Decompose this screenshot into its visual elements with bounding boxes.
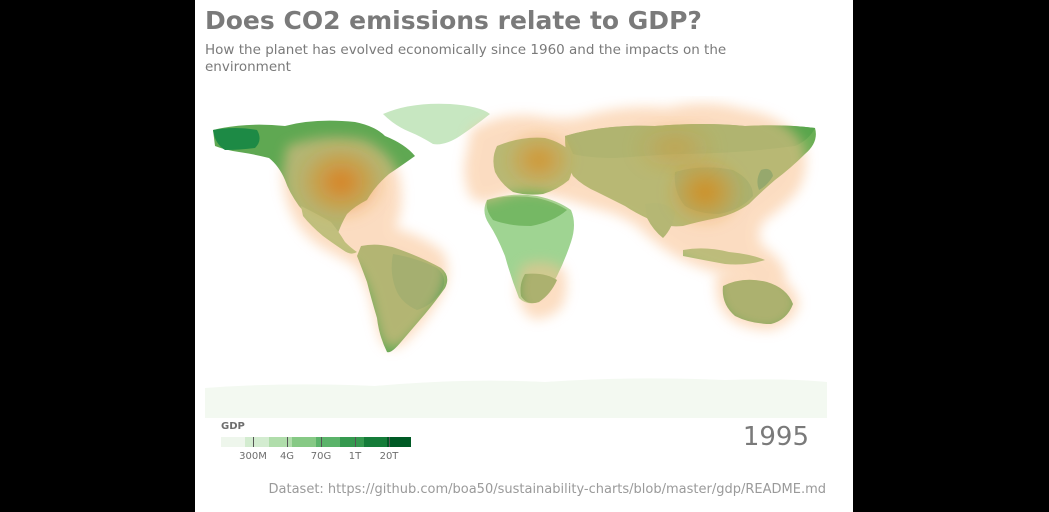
- chart-subtitle: How the planet has evolved economically …: [205, 42, 727, 75]
- legend-color-swatch: [387, 437, 411, 447]
- legend-tick: [389, 437, 390, 447]
- legend-color-swatch: [339, 437, 364, 447]
- legend-label-20t: 20T: [379, 451, 399, 462]
- chart-panel: Does CO2 emissions relate to GDP? How th…: [195, 0, 853, 512]
- legend-color-swatch: [244, 437, 269, 447]
- co2-hotspot-russia: [635, 128, 715, 168]
- co2-hotspot-europe: [503, 130, 575, 190]
- legend-label-70g: 70G: [310, 451, 332, 462]
- gdp-legend: GDP 300M 4G 70G 1T 20T: [221, 421, 421, 465]
- greenland: [383, 103, 490, 145]
- legend-color-swatch: [292, 437, 316, 447]
- north-africa: [486, 196, 567, 226]
- year-label: 1995: [742, 422, 809, 452]
- alaska: [213, 128, 260, 150]
- legend-label-300m: 300M: [239, 451, 267, 462]
- legend-color-swatch: [316, 437, 340, 447]
- legend-color-swatch: [221, 437, 245, 447]
- world-map: [205, 103, 827, 418]
- co2-halo-africa-south: [517, 261, 567, 319]
- legend-tick: [321, 437, 322, 447]
- legend-color-swatch: [268, 437, 293, 447]
- co2-hotspot-china: [665, 156, 745, 228]
- legend-title: GDP: [221, 421, 245, 432]
- co2-halo-australia: [716, 268, 799, 330]
- legend-color-scale: [221, 437, 411, 447]
- legend-tick: [253, 437, 254, 447]
- legend-label-1t: 1T: [348, 451, 362, 462]
- dataset-source: Dataset: https://github.com/boa50/sustai…: [268, 482, 826, 497]
- legend-tick: [287, 437, 288, 447]
- antarctica: [205, 378, 827, 418]
- legend-tick: [355, 437, 356, 447]
- legend-color-swatch: [363, 437, 388, 447]
- co2-hotspot-usa: [295, 142, 387, 222]
- chart-title: Does CO2 emissions relate to GDP?: [205, 6, 702, 35]
- legend-label-4g: 4G: [279, 451, 295, 462]
